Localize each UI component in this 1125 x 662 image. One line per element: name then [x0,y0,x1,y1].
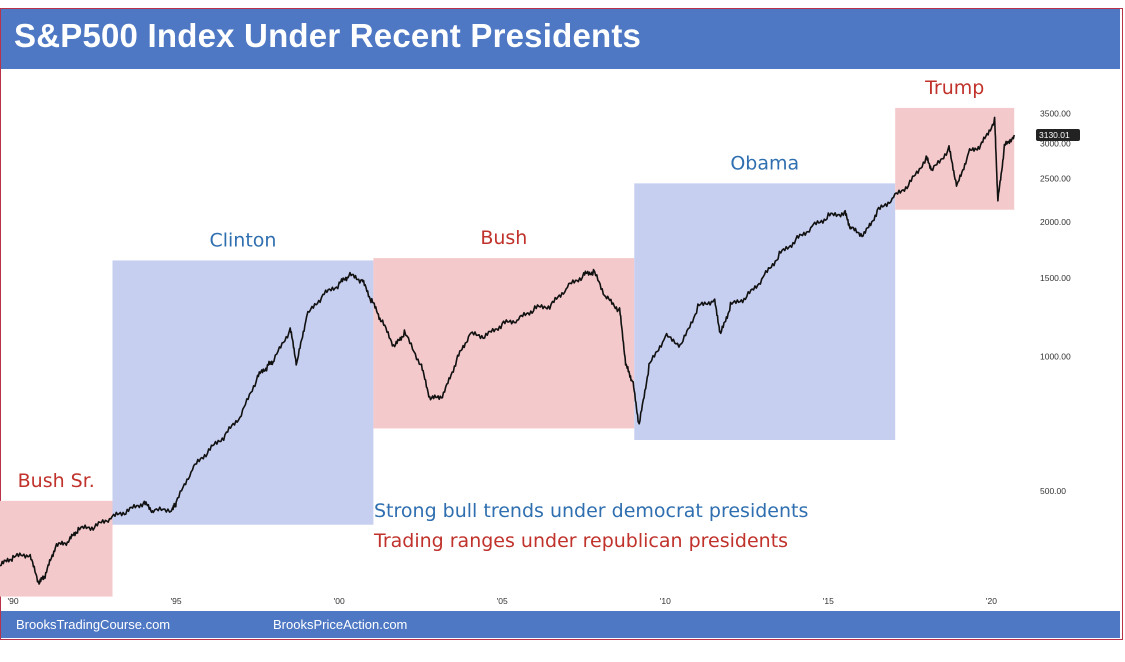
footer-link-left[interactable]: BrooksTradingCourse.com [16,617,171,632]
page-title: S&P500 Index Under Recent Presidents [14,17,642,54]
region-obama [634,183,896,440]
x-tick-label: '00 [334,596,345,606]
y-tick-label: 2500.00 [1040,174,1071,184]
y-tick-label: 500.00 [1040,486,1066,496]
x-tick-label: '10 [660,596,671,606]
title-bar [1,9,1120,69]
note-republican: Trading ranges under republican presiden… [373,530,788,552]
region-bush [373,258,635,429]
label-clinton: Clinton [209,229,276,251]
sp500-price-line [0,116,1015,585]
y-axis: 500.00 1000.00 1500.00 2000.00 2500.00 3000.0… [1036,108,1080,496]
label-bush: Bush [480,227,527,249]
president-labels: Bush Sr. Clinton Bush Obama Trump [18,77,985,492]
region-clinton [112,260,374,525]
x-tick-label: '20 [986,596,997,606]
region-bush-sr [0,500,113,597]
note-democrat: Strong bull trends under democrat presid… [374,500,808,522]
x-tick-label: '15 [823,596,834,606]
label-bush-sr: Bush Sr. [18,470,95,492]
label-obama: Obama [730,152,799,174]
x-tick-label: '95 [171,596,182,606]
x-axis: '90 '95 '00 '05 '10 '15 '20 [8,596,998,606]
y-tick-label: 3000.00 [1040,138,1071,148]
last-price-badge [1036,129,1080,142]
y-tick-label: 1000.00 [1040,351,1071,361]
chart-notes: Strong bull trends under democrat presid… [373,500,808,552]
president-regions [0,107,1015,597]
price-series [0,116,1015,585]
label-trump: Trump [924,77,984,99]
y-tick-label: 2000.00 [1040,217,1071,227]
footer-bar [1,611,1120,638]
x-tick-label: '05 [497,596,508,606]
x-tick-label: '90 [8,596,19,606]
footer-link-right[interactable]: BrooksPriceAction.com [273,617,408,632]
y-tick-label: 1500.00 [1040,273,1071,283]
y-tick-label: 3500.00 [1040,108,1071,118]
last-price-label: 3130.01 [1039,130,1070,140]
